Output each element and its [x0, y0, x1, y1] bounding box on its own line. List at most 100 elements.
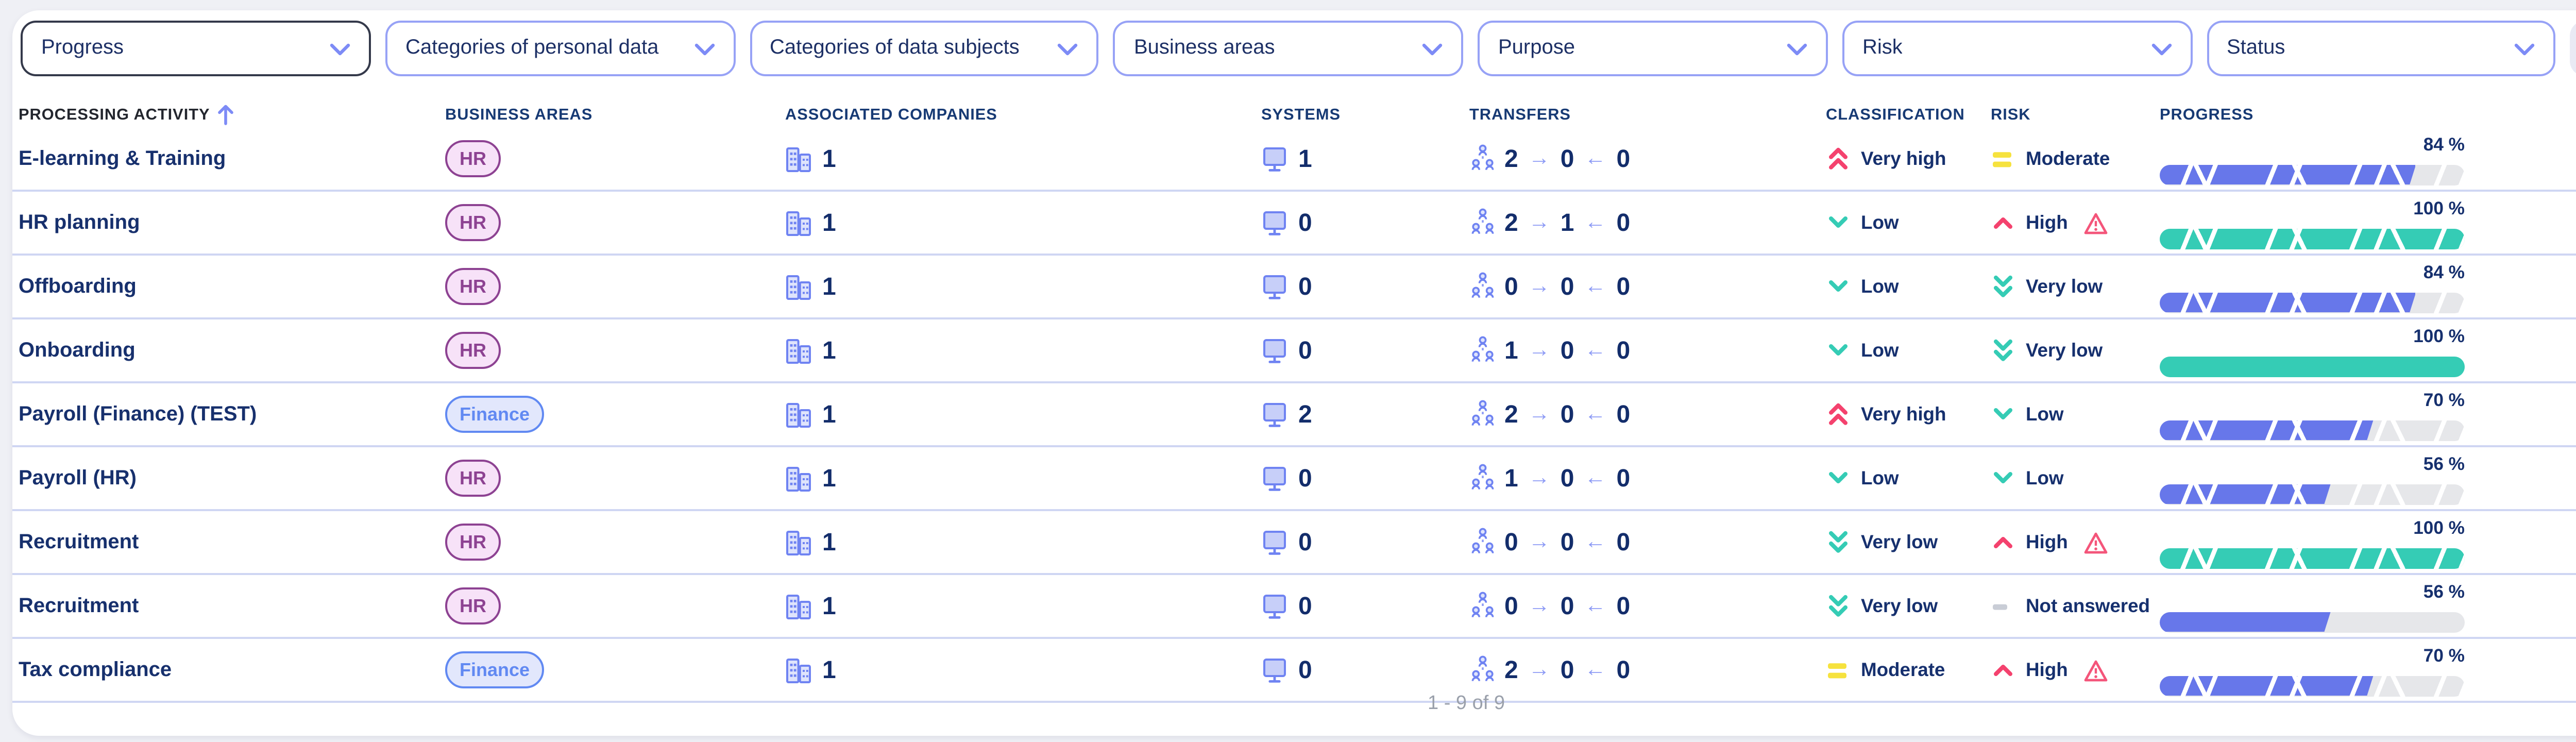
- table-row[interactable]: Offboarding HR 1 0: [12, 256, 2576, 319]
- transfers-cell: 0 → 0 ← 0: [1469, 575, 1630, 637]
- systems-cell: 0: [1261, 447, 1312, 509]
- classification-cell: Low: [1826, 319, 1899, 381]
- processing-activity-name[interactable]: Onboarding: [19, 339, 135, 362]
- transfers-hierarchy-icon: [1471, 655, 1494, 681]
- companies-count: 1: [822, 400, 836, 429]
- progress-bar-fill: [2160, 484, 2331, 504]
- arrow-left-icon: ←: [1584, 338, 1606, 363]
- classification-label: Low: [1861, 276, 1899, 297]
- processing-activity-name[interactable]: Recruitment: [19, 531, 139, 553]
- progress-percent: 56 %: [2423, 580, 2465, 601]
- column-label: BUSINESS AREAS: [445, 105, 593, 124]
- table-card: Progress Categories of personal data Cat…: [12, 10, 2576, 736]
- progress-bar: [2160, 548, 2465, 568]
- progress-percent: 100 %: [2413, 516, 2465, 537]
- processing-activity-name[interactable]: Recruitment: [19, 595, 139, 617]
- systems-cell: 0: [1261, 639, 1312, 701]
- processing-activity-name[interactable]: E-learning & Training: [19, 147, 226, 170]
- classification-label: Low: [1861, 468, 1899, 488]
- business-area-cell: HR: [445, 575, 501, 637]
- transfers-out-count: 2: [1504, 655, 1518, 684]
- classification-icon: [1826, 402, 1849, 427]
- progress-bar: [2160, 293, 2465, 312]
- transfers-cell: 2 → 0 ← 0: [1469, 639, 1630, 701]
- column-header-risk[interactable]: RISK: [1991, 101, 2031, 128]
- companies-count: 1: [822, 272, 836, 301]
- business-area-cell: HR: [445, 128, 501, 190]
- pagination-label: 1 - 9 of 9: [1428, 693, 1505, 715]
- table-row[interactable]: E-learning & Training HR 1 1: [12, 128, 2576, 192]
- filter-risk[interactable]: Risk: [1842, 21, 2192, 76]
- arrow-right-icon: →: [1528, 530, 1550, 554]
- processing-activity-name[interactable]: Payroll (HR): [19, 467, 137, 490]
- monitor-icon: [1263, 530, 1286, 554]
- table-row[interactable]: Recruitment HR 1 0: [12, 511, 2576, 575]
- column-header-systems[interactable]: SYSTEMS: [1261, 101, 1341, 128]
- column-header-associated-companies[interactable]: ASSOCIATED COMPANIES: [785, 101, 997, 128]
- table-row[interactable]: Payroll (HR) HR 1 0: [12, 447, 2576, 511]
- classification-cell: Low: [1826, 192, 1899, 254]
- chevron-down-icon: [2515, 42, 2535, 55]
- risk-cell: High: [1991, 192, 2109, 254]
- table-row[interactable]: Recruitment HR 1 0: [12, 575, 2576, 639]
- processing-activity-name[interactable]: Payroll (Finance) (TEST): [19, 403, 257, 426]
- arrow-left-icon: ←: [1584, 530, 1606, 554]
- column-header-classification[interactable]: CLASSIFICATION: [1826, 101, 1965, 128]
- systems-count: 0: [1298, 272, 1312, 301]
- company-buildings-icon: [786, 146, 811, 171]
- risk-icon: [1991, 597, 2013, 615]
- filter-progress[interactable]: Progress: [21, 21, 370, 76]
- table-row[interactable]: Payroll (Finance) (TEST) Finance 1 2: [12, 383, 2576, 447]
- business-area-badge: HR: [445, 267, 501, 306]
- business-area-cell: Finance: [445, 639, 545, 701]
- classification-label: Very high: [1861, 404, 1946, 425]
- risk-icon: [1991, 338, 2013, 363]
- associated-companies-cell: 1: [785, 128, 836, 190]
- filter-status[interactable]: Status: [2206, 21, 2556, 76]
- systems-cell: 0: [1261, 319, 1312, 381]
- transfers-out-count: 0: [1504, 528, 1518, 556]
- table-row[interactable]: Tax compliance Finance 1 0: [12, 639, 2576, 703]
- systems-count: 0: [1298, 655, 1312, 684]
- filter-business-areas[interactable]: Business areas: [1113, 21, 1463, 76]
- arrow-left-icon: ←: [1584, 146, 1606, 171]
- table-row[interactable]: Onboarding HR 1 0: [12, 319, 2576, 383]
- risk-label: High: [2026, 532, 2068, 552]
- progress-bar-fill: [2160, 357, 2465, 376]
- companies-count: 1: [822, 336, 836, 365]
- chevron-down-icon: [693, 42, 714, 55]
- systems-cell: 0: [1261, 192, 1312, 254]
- column-header-transfers[interactable]: TRANSFERS: [1469, 101, 1571, 128]
- column-header-progress[interactable]: PROGRESS: [2160, 101, 2253, 128]
- filter-categories-data-subjects[interactable]: Categories of data subjects: [749, 21, 1099, 76]
- transfers-hierarchy-icon: [1471, 400, 1494, 426]
- business-area-badge: HR: [445, 459, 501, 497]
- transfers-in-count: 0: [1616, 592, 1631, 620]
- column-label: PROGRESS: [2160, 105, 2254, 124]
- processing-activity-name[interactable]: HR planning: [19, 211, 140, 234]
- column-header-business-areas[interactable]: BUSINESS AREAS: [445, 101, 592, 128]
- classification-cell: Low: [1826, 447, 1899, 509]
- processing-activity-name[interactable]: Offboarding: [19, 275, 137, 298]
- classification-icon: [1826, 530, 1849, 554]
- systems-cell: 0: [1261, 256, 1312, 317]
- associated-companies-cell: 1: [785, 447, 836, 509]
- filter-categories-personal-data[interactable]: Categories of personal data: [385, 21, 735, 76]
- table-row[interactable]: HR planning HR 1 0: [12, 192, 2576, 256]
- progress-cell: 100 %: [2160, 319, 2465, 381]
- filter-label: Purpose: [1498, 37, 1575, 60]
- classification-icon: [1826, 214, 1849, 231]
- systems-cell: 0: [1261, 511, 1312, 573]
- risk-icon: [1991, 534, 2013, 550]
- systems-count: 0: [1298, 336, 1312, 365]
- risk-icon: [1991, 470, 2013, 486]
- column-header-processing-activity[interactable]: PROCESSING ACTIVITY: [19, 101, 235, 128]
- filter-purpose[interactable]: Purpose: [1478, 21, 1827, 76]
- column-label: CLASSIFICATION: [1826, 105, 1965, 124]
- systems-count: 1: [1298, 144, 1312, 173]
- transfers-hierarchy-icon: [1471, 336, 1494, 362]
- processing-activity-name[interactable]: Tax compliance: [19, 659, 172, 681]
- company-buildings-icon: [786, 466, 811, 491]
- search-box[interactable]: [2570, 21, 2576, 76]
- risk-cell: Low: [1991, 447, 2064, 509]
